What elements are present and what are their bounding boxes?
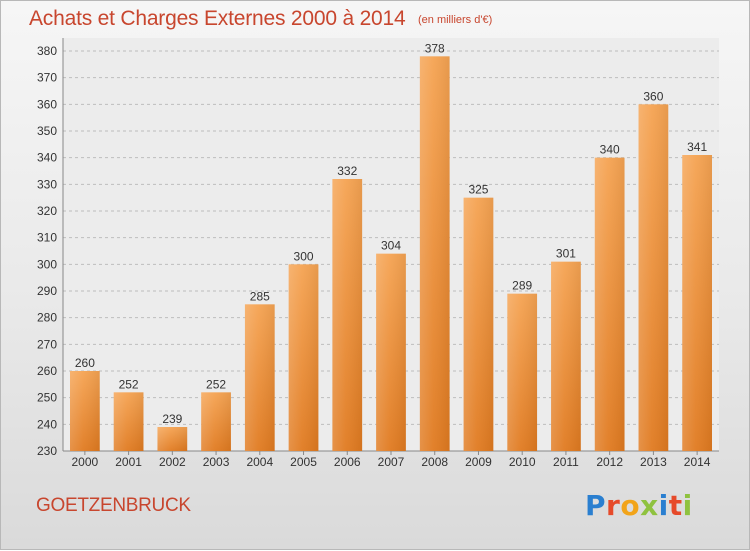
commune-name: GOETZENBRUCK — [36, 495, 191, 516]
y-tick-label: 230 — [37, 444, 57, 458]
bar-shine — [157, 427, 188, 451]
y-tick-label: 360 — [37, 97, 57, 111]
y-tick-label: 290 — [37, 284, 57, 298]
bar-shine — [69, 371, 100, 451]
chart-title: Achats et Charges Externes 2000 à 2014 — [29, 7, 406, 30]
y-tick-label: 350 — [37, 124, 57, 138]
chart-unit-note: (en milliers d'€) — [418, 14, 493, 26]
x-tick-label: 2012 — [596, 455, 623, 469]
bar-value-label: 325 — [468, 183, 488, 197]
bar-value-label: 252 — [119, 377, 139, 391]
bar-value-label: 239 — [162, 412, 182, 426]
x-tick-label: 2002 — [159, 455, 186, 469]
y-tick-label: 380 — [37, 44, 57, 58]
y-tick-label: 300 — [37, 257, 57, 271]
bar-value-label: 260 — [75, 356, 95, 370]
y-tick-label: 280 — [37, 311, 57, 325]
x-tick-label: 2007 — [378, 455, 405, 469]
bar-value-label: 300 — [294, 249, 314, 263]
y-tick-label: 340 — [37, 151, 57, 165]
bar-value-label: 304 — [381, 239, 401, 253]
x-tick-label: 2010 — [509, 455, 536, 469]
bar-value-label: 289 — [512, 279, 532, 293]
bar-shine — [201, 392, 231, 451]
y-tick-label: 250 — [37, 391, 57, 405]
x-tick-label: 2011 — [553, 455, 579, 469]
y-tick-label: 370 — [37, 71, 57, 85]
bar-shine — [551, 261, 581, 451]
bar-value-label: 332 — [337, 164, 357, 178]
x-tick-label: 2008 — [421, 455, 448, 469]
y-tick-label: 240 — [37, 417, 57, 431]
bar-shine — [376, 253, 406, 451]
bar-shine — [419, 56, 450, 451]
x-tick-label: 2006 — [334, 455, 361, 469]
bar-value-label: 341 — [687, 140, 707, 154]
x-tick-label: 2003 — [203, 455, 230, 469]
bar-shine — [463, 197, 494, 451]
x-tick-label: 2014 — [684, 455, 711, 469]
bar-shine — [507, 293, 538, 451]
x-tick-label: 2009 — [465, 455, 492, 469]
x-tick-label: 2004 — [246, 455, 273, 469]
bar-value-label: 285 — [250, 289, 270, 303]
bar-shine — [113, 392, 144, 451]
y-tick-label: 310 — [37, 231, 57, 245]
x-tick-label: 2005 — [290, 455, 317, 469]
bar-value-label: 301 — [556, 247, 576, 261]
bar-value-label: 360 — [643, 89, 663, 103]
y-tick-label: 270 — [37, 337, 57, 351]
y-tick-label: 260 — [37, 364, 57, 378]
y-tick-label: 330 — [37, 177, 57, 191]
x-tick-label: 2013 — [640, 455, 667, 469]
x-tick-label: 2000 — [72, 455, 99, 469]
bar-shine — [638, 104, 669, 451]
bar-value-label: 340 — [600, 143, 620, 157]
bar-shine — [244, 304, 275, 451]
bar-shine — [594, 157, 625, 451]
bar-value-label: 378 — [425, 41, 445, 55]
bar-shine — [288, 264, 319, 451]
x-tick-label: 2001 — [115, 455, 142, 469]
bar-value-label: 252 — [206, 377, 226, 391]
y-tick-label: 320 — [37, 204, 57, 218]
proxiti-logo: Proxiti — [585, 489, 693, 522]
bar-shine — [682, 155, 713, 451]
bar-shine — [332, 179, 363, 451]
